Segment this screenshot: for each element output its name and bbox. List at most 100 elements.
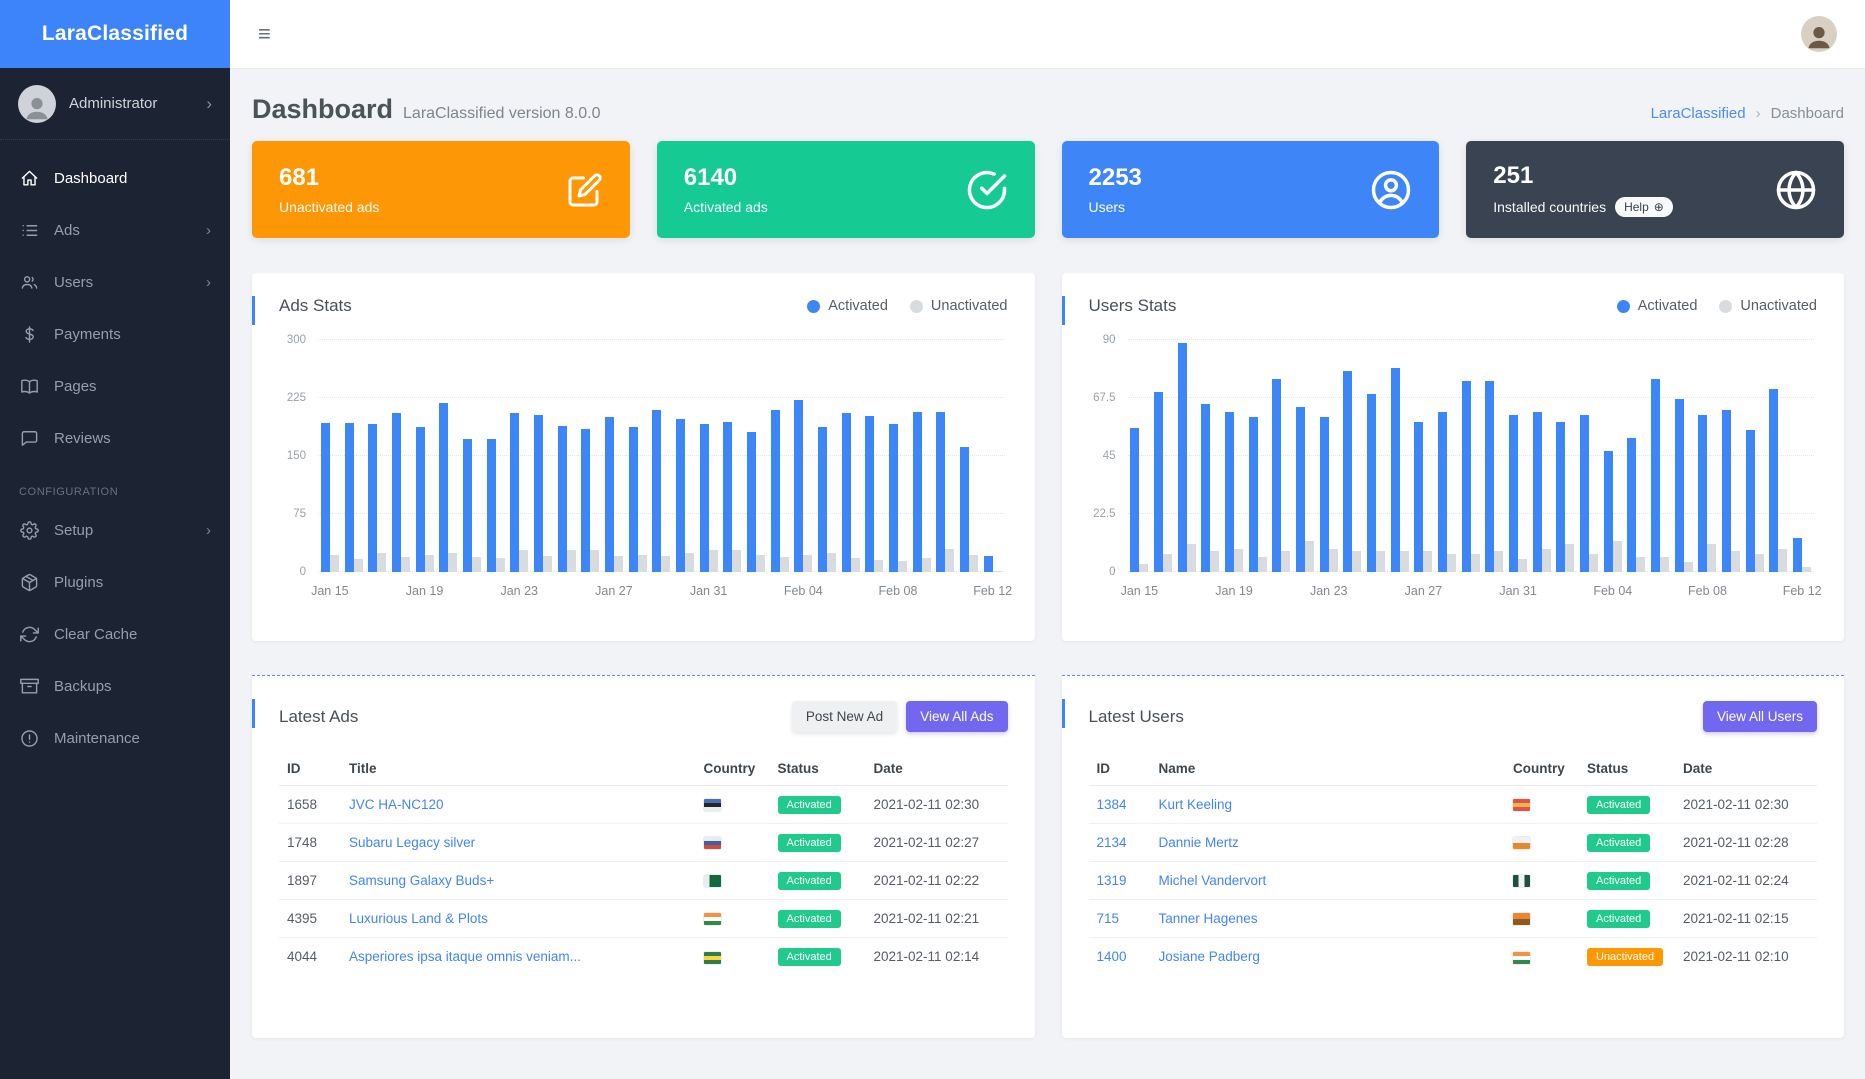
bar-group	[463, 439, 481, 572]
row-id-link[interactable]: 1384	[1097, 797, 1127, 812]
x-tick-label: Feb 12	[1783, 584, 1822, 598]
latest-users-title: Latest Users	[1089, 707, 1184, 727]
activated-bar	[1249, 417, 1258, 572]
card-accent	[252, 296, 255, 325]
activated-bar	[534, 415, 543, 572]
user-name-link[interactable]: Dannie Mertz	[1159, 835, 1239, 850]
legend-item-unactivated[interactable]: Unactivated	[1719, 298, 1817, 314]
activated-bar	[1698, 415, 1707, 572]
status-badge: Activated	[778, 796, 841, 814]
sidebar-item-plugins[interactable]: Plugins	[0, 556, 230, 608]
app-logo[interactable]: LaraClassified	[0, 0, 230, 68]
row-id: 1748	[279, 824, 341, 862]
legend-item-unactivated[interactable]: Unactivated	[910, 298, 1008, 314]
bar-group	[558, 426, 576, 572]
bar-group	[865, 416, 883, 572]
stat-value: 681	[279, 164, 379, 192]
bar-group	[1556, 422, 1574, 572]
unactivated-bar	[780, 557, 789, 572]
unactivated-bar	[1494, 551, 1503, 572]
sidebar-item-users[interactable]: Users›	[0, 256, 230, 308]
row-id-link[interactable]: 715	[1097, 911, 1120, 926]
row-id-link[interactable]: 1400	[1097, 949, 1127, 964]
table-row: 4395Luxurious Land & PlotsActivated2021-…	[279, 900, 1008, 938]
stat-card-unactivated-ads[interactable]: 681Unactivated ads	[252, 141, 630, 238]
plot-area	[318, 340, 1005, 572]
row-id-link[interactable]: 2134	[1097, 835, 1127, 850]
unactivated-bar	[425, 555, 434, 572]
y-tick-label: 90	[1103, 334, 1116, 346]
activated-bar	[652, 410, 661, 572]
view-all-users-button[interactable]: View All Users	[1703, 701, 1817, 732]
row-date: 2021-02-11 02:27	[866, 824, 1008, 862]
archive-icon	[19, 676, 39, 696]
x-tick-label: Feb 04	[1593, 584, 1632, 598]
unactivated-bar	[1187, 544, 1196, 572]
view-all-ads-button[interactable]: View All Ads	[906, 701, 1007, 732]
sidebar-item-maintenance[interactable]: Maintenance	[0, 712, 230, 764]
activated-bar	[392, 413, 401, 572]
legend-dot-icon	[807, 300, 820, 313]
unactivated-bar	[1518, 559, 1527, 572]
sidebar-item-label: Ads	[54, 222, 80, 239]
sidebar-item-ads[interactable]: Ads›	[0, 204, 230, 256]
y-tick-label: 67.5	[1093, 392, 1115, 404]
legend-item-activated[interactable]: Activated	[807, 298, 888, 314]
users-stats-legend: Activated Unactivated	[1617, 298, 1817, 314]
row-date: 2021-02-11 02:22	[866, 862, 1008, 900]
sidebar-item-clear-cache[interactable]: Clear Cache	[0, 608, 230, 660]
bar-group	[1343, 371, 1361, 572]
sidebar-item-label: Maintenance	[54, 730, 140, 747]
row-date: 2021-02-11 02:14	[866, 938, 1008, 976]
sidebar-item-reviews[interactable]: Reviews	[0, 412, 230, 464]
admin-avatar	[18, 85, 56, 123]
unactivated-bar	[1589, 554, 1598, 572]
country-flag-icon	[704, 799, 721, 811]
sidebar-item-pages[interactable]: Pages	[0, 360, 230, 412]
table-row: 1400Josiane PadbergUnactivated2021-02-11…	[1089, 938, 1818, 976]
stat-card-users[interactable]: 2253Users	[1062, 141, 1440, 238]
status-badge: Activated	[1587, 910, 1650, 928]
hamburger-menu-icon[interactable]: ≡	[258, 23, 271, 45]
x-tick-label: Feb 04	[784, 584, 823, 598]
x-tick-label: Feb 08	[1688, 584, 1727, 598]
sidebar-user[interactable]: Administrator ›	[0, 68, 230, 140]
activated-bar	[865, 416, 874, 572]
unactivated-bar	[1471, 554, 1480, 572]
bar-group	[1130, 428, 1148, 572]
sidebar-item-backups[interactable]: Backups	[0, 660, 230, 712]
breadcrumb-link[interactable]: LaraClassified	[1651, 105, 1746, 122]
user-name-link[interactable]: Michel Vandervort	[1159, 873, 1267, 888]
unactivated-bar	[1305, 541, 1314, 572]
unactivated-bar	[1731, 551, 1740, 572]
ad-title-link[interactable]: JVC HA-NC120	[349, 797, 444, 812]
user-name-link[interactable]: Tanner Hagenes	[1159, 911, 1258, 926]
activated-bar	[984, 556, 993, 572]
user-name-link[interactable]: Josiane Padberg	[1159, 949, 1260, 964]
post-new-ad-button[interactable]: Post New Ad	[792, 701, 897, 732]
sidebar-item-dashboard[interactable]: Dashboard	[0, 152, 230, 204]
unactivated-bar	[851, 558, 860, 572]
ad-title-link[interactable]: Subaru Legacy silver	[349, 835, 475, 850]
user-avatar[interactable]	[1801, 16, 1837, 52]
ad-title-link[interactable]: Luxurious Land & Plots	[349, 911, 488, 926]
help-badge[interactable]: Help ⊕	[1615, 197, 1673, 218]
row-id-link[interactable]: 1319	[1097, 873, 1127, 888]
users-stats-title: Users Stats	[1089, 296, 1177, 316]
stat-card-installed-countries[interactable]: 251Installed countriesHelp ⊕	[1466, 141, 1844, 238]
row-id: 1897	[279, 862, 341, 900]
bar-group	[605, 417, 623, 572]
legend-item-activated[interactable]: Activated	[1617, 298, 1698, 314]
sidebar-item-setup[interactable]: Setup›	[0, 504, 230, 556]
sidebar: LaraClassified Administrator › Dashboard…	[0, 0, 230, 1079]
bar-group	[794, 400, 812, 572]
user-name-link[interactable]: Kurt Keeling	[1159, 797, 1233, 812]
ad-title-link[interactable]: Samsung Galaxy Buds+	[349, 873, 494, 888]
ad-title-link[interactable]: Asperiores ipsa itaque omnis veniam...	[349, 949, 581, 964]
y-axis: 075150225300	[272, 340, 318, 572]
bar-group	[1272, 379, 1290, 572]
stat-card-activated-ads[interactable]: 6140Activated ads	[657, 141, 1035, 238]
unactivated-bar	[377, 553, 386, 572]
sidebar-item-payments[interactable]: Payments	[0, 308, 230, 360]
bar-group	[676, 419, 694, 572]
